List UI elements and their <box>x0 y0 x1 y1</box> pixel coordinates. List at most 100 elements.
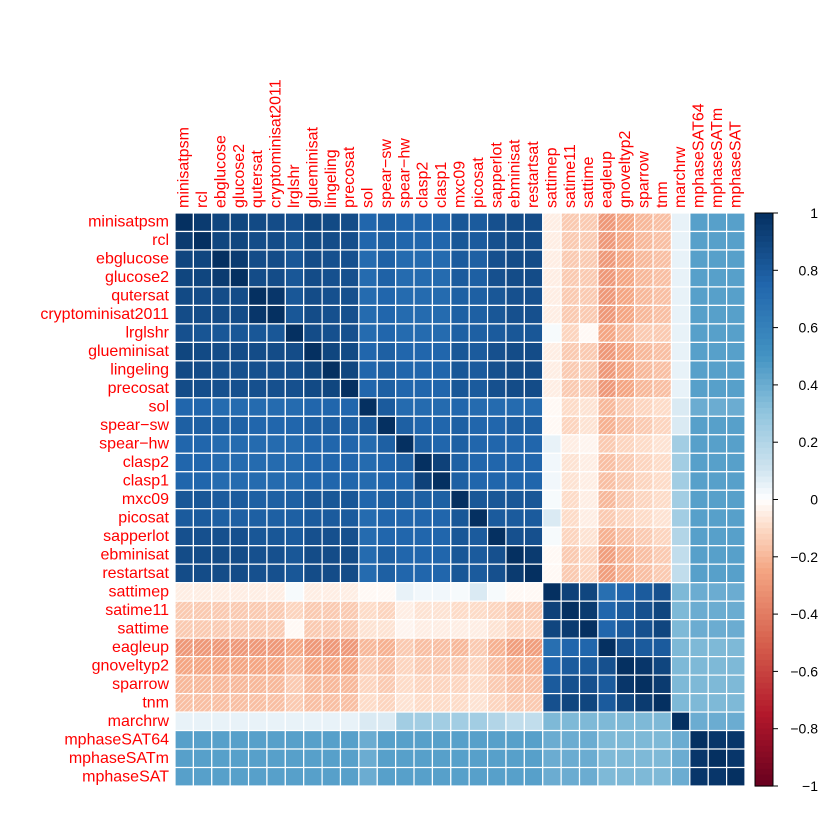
heatmap-cell <box>450 378 470 399</box>
heatmap-cell <box>192 434 213 454</box>
heatmap-cell <box>413 766 434 787</box>
heatmap-cell <box>395 378 415 399</box>
heatmap-cell <box>192 286 213 307</box>
colorbar-segment <box>755 264 773 271</box>
heatmap-cell <box>266 397 286 417</box>
colorbar-segment <box>755 614 773 621</box>
heatmap-cell <box>266 323 286 343</box>
heatmap-cell-hatch <box>597 453 617 472</box>
heatmap-cell-hatch <box>616 342 635 361</box>
heatmap-cell-hatch <box>616 360 635 380</box>
heatmap-cell <box>560 637 581 658</box>
heatmap-cell-hatch <box>597 471 617 491</box>
heatmap-cell-hatch <box>322 582 341 602</box>
heatmap-cell <box>523 452 544 473</box>
heatmap-cell-hatch <box>597 564 617 583</box>
heatmap-cell <box>707 711 728 732</box>
heatmap-cell <box>726 341 746 362</box>
heatmap-cell <box>523 526 544 547</box>
colorbar-segment <box>755 694 773 701</box>
colorbar-segment <box>755 482 773 489</box>
heatmap-cell <box>247 341 268 362</box>
heatmap-cell <box>192 230 213 251</box>
heatmap-cell <box>634 656 654 676</box>
heatmap-cell <box>174 378 194 399</box>
heatmap-cell-hatch <box>211 693 231 713</box>
heatmap-cell <box>689 748 709 769</box>
heatmap-cell <box>321 766 342 787</box>
heatmap-cell-hatch <box>230 619 249 639</box>
heatmap-cell <box>486 452 507 473</box>
heatmap-cell <box>670 304 691 325</box>
heatmap-cell <box>431 545 452 565</box>
heatmap-cell-hatch <box>616 249 635 269</box>
colorbar-segment <box>755 648 773 655</box>
heatmap-cell <box>486 508 507 528</box>
heatmap-cell <box>652 674 673 695</box>
heatmap-cell <box>431 249 452 270</box>
heatmap-cell <box>670 637 691 658</box>
heatmap-cell-hatch <box>266 619 286 639</box>
colorbar-segment <box>755 316 773 323</box>
heatmap-cell <box>339 508 360 528</box>
row-label: eagleup <box>112 639 169 656</box>
heatmap-cell <box>726 452 746 473</box>
heatmap-cell-hatch <box>634 379 654 398</box>
heatmap-cell <box>634 637 654 658</box>
heatmap-cell-hatch <box>469 693 488 713</box>
row-label: restartsat <box>102 565 169 582</box>
heatmap-cell-hatch <box>561 231 580 250</box>
row-label: mphaseSATm <box>69 750 169 767</box>
heatmap-cell <box>284 397 305 417</box>
heatmap-cell <box>689 378 709 399</box>
heatmap-cell <box>505 360 525 380</box>
column-label: glucose2 <box>231 144 248 208</box>
heatmap-cell <box>652 729 673 750</box>
heatmap-cell <box>523 341 544 362</box>
heatmap-cell-hatch <box>579 286 598 306</box>
heatmap-cell <box>670 452 691 473</box>
heatmap-cell <box>376 563 397 584</box>
heatmap-cell-hatch <box>597 434 617 454</box>
heatmap-cell <box>358 286 378 307</box>
heatmap-cell <box>174 526 194 547</box>
heatmap-cell-hatch <box>561 268 580 287</box>
heatmap-cell-hatch <box>414 656 433 676</box>
heatmap-cell-hatch <box>377 582 396 602</box>
row-label: sapperlot <box>103 528 169 545</box>
heatmap-cell <box>726 230 746 251</box>
heatmap-cell <box>707 526 728 547</box>
heatmap-cell <box>486 267 507 288</box>
heatmap-cell-hatch <box>524 582 543 602</box>
heatmap-cell <box>358 434 378 454</box>
heatmap-cell <box>726 526 746 547</box>
colorbar-segment <box>755 505 773 512</box>
heatmap-cell <box>303 452 323 473</box>
heatmap-cell <box>431 748 452 769</box>
heatmap-cell <box>486 230 507 251</box>
heatmap-cell <box>192 545 213 565</box>
colorbar-segment <box>755 722 773 730</box>
heatmap-cell <box>523 212 544 233</box>
heatmap-cell-hatch <box>542 231 562 250</box>
heatmap-cell <box>174 323 194 343</box>
heatmap-cell-hatch <box>542 564 562 583</box>
heatmap-cell <box>192 397 213 417</box>
heatmap-cell <box>450 545 470 565</box>
heatmap-cell <box>486 434 507 454</box>
heatmap-cell <box>211 452 231 473</box>
heatmap-cell <box>486 249 507 270</box>
heatmap-cell <box>321 249 342 270</box>
heatmap-cell-hatch <box>561 360 580 380</box>
heatmap-cell <box>615 748 636 769</box>
heatmap-cell <box>229 471 250 491</box>
heatmap-cell <box>321 508 342 528</box>
colorbar-segment <box>755 488 773 495</box>
heatmap-cell <box>468 489 489 510</box>
heatmap-cell <box>247 545 268 565</box>
heatmap-cell <box>211 508 231 528</box>
heatmap-cell <box>376 545 397 565</box>
column-label: ebglucose <box>212 135 229 208</box>
heatmap-cell-hatch <box>561 305 580 324</box>
heatmap-cell <box>339 526 360 547</box>
